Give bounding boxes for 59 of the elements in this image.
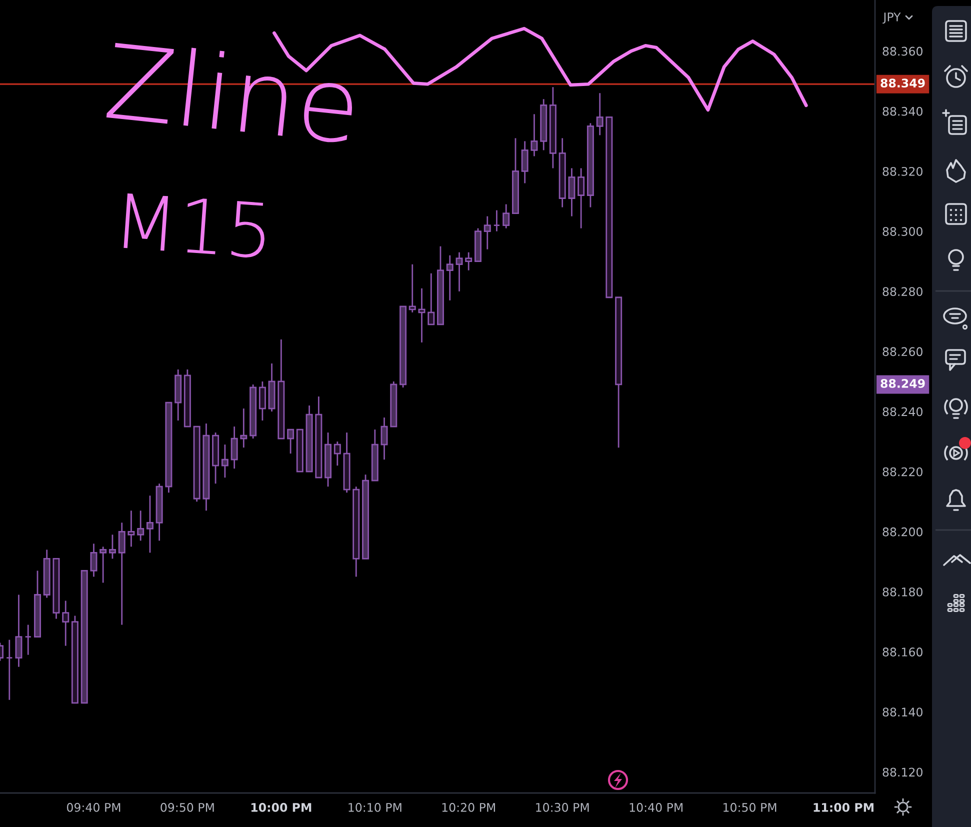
text: 88.249 (880, 378, 925, 388)
candlestick (6, 639, 13, 701)
candlestick (334, 440, 341, 466)
y-tick-label: 88.140 (882, 708, 922, 717)
x-tick-label: 10:40 PM (630, 802, 682, 812)
candlestick (128, 510, 135, 548)
candlestick (493, 210, 500, 232)
y-tick-label: 88.320 (882, 166, 922, 176)
candlestick (596, 92, 604, 136)
candlestick (62, 600, 70, 647)
x-tick-label: 10:10 PM (348, 802, 402, 812)
candlestick (408, 264, 416, 314)
ref-line-label: 88.349 (880, 78, 925, 88)
candlestick (100, 546, 107, 584)
x-tick-label: 10:30 PM (536, 802, 589, 812)
y-tick-label: 88.340 (882, 106, 922, 116)
y-tick-label: 88.360 (882, 46, 922, 56)
candlestick (502, 204, 510, 229)
candlestick (484, 216, 491, 250)
candlestick (258, 380, 266, 422)
candlestick (108, 534, 116, 560)
x-tick-label: 10:00 PM (251, 802, 312, 812)
y-tick-label: 88.260 (882, 347, 922, 356)
candlestick (446, 254, 454, 302)
candlestick (287, 428, 294, 454)
annotation: M15 (124, 193, 267, 259)
x-tick-label: 09:40 PM (66, 802, 120, 812)
candlestick (15, 594, 22, 668)
candlestick (465, 252, 472, 272)
candlestick (146, 494, 154, 554)
candlestick (230, 426, 238, 470)
y-tick-label: 88.200 (882, 527, 922, 536)
x-tick-label: 10:20 PM (442, 802, 495, 812)
x-tick-label: 09:50 PM (160, 802, 214, 812)
y-tick-label: 88.220 (882, 467, 922, 476)
candlestick (221, 444, 228, 478)
annotation: Zline (106, 40, 357, 144)
y-tick-label: 88.120 (882, 768, 922, 777)
y-tick-label: 88.160 (882, 648, 922, 656)
candlestick (578, 168, 585, 229)
candlestick (456, 252, 463, 292)
x-tick-label: 11:00 PM (814, 802, 874, 812)
candlestick (418, 288, 426, 344)
y-tick-label: 88.240 (882, 407, 922, 416)
candlestick (90, 542, 98, 578)
candlestick (568, 168, 576, 217)
candlestick (521, 140, 528, 184)
y-tick-label: 88.300 (882, 227, 922, 236)
candlestick (530, 113, 538, 157)
x-tick-label: 10:50 PM (724, 802, 776, 812)
candlestick (380, 416, 388, 460)
candlestick (118, 522, 126, 626)
y-axis-title: JPY (882, 12, 901, 24)
candlestick (24, 624, 32, 656)
candlestick (240, 408, 248, 448)
y-tick-label: 88.180 (882, 587, 922, 596)
candlestick (428, 272, 435, 326)
candlestick (137, 510, 144, 542)
y-tick-label: 88.280 (882, 287, 922, 296)
